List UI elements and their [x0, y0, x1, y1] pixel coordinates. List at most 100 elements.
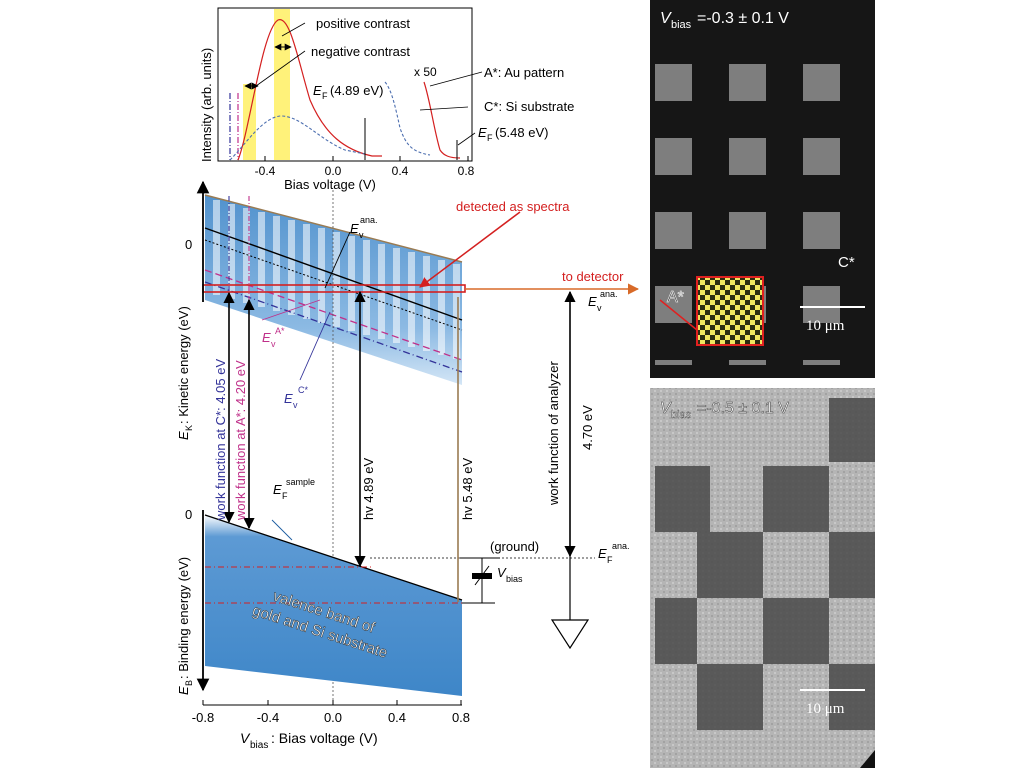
- a-star-leader: [659, 299, 698, 331]
- ef-sample-label: E F sample: [273, 477, 315, 501]
- au-pattern-label: A*: Au pattern: [484, 65, 564, 80]
- a-star-label: A*: [667, 289, 684, 306]
- hv489-label: hv 4.89 eV: [361, 458, 376, 520]
- ev-c-sup: C*: [298, 385, 308, 395]
- main-xtick-2: 0.0: [324, 710, 342, 725]
- ev-ana2-label: E v ana.: [588, 289, 618, 313]
- si-spectrum-curve: [229, 115, 366, 161]
- si-spectrum-x50-curve: [384, 81, 431, 156]
- inset-xtick-2: 0.4: [392, 164, 409, 178]
- ev-ana-line: [204, 227, 463, 321]
- wf-analyzer-label: work function of analyzer: [546, 361, 561, 506]
- vbias-sub: bias: [506, 574, 523, 584]
- inset-ylabel: Intensity (arb. units): [199, 48, 214, 162]
- au-leader: [429, 71, 483, 87]
- ef2-symbol: E: [478, 125, 487, 140]
- inset-xticks: -0.4 0.0 0.4 0.8: [255, 156, 475, 178]
- inset-frame: [217, 7, 473, 162]
- hv548-label: hv 5.48 eV: [460, 458, 475, 520]
- ground-symbol-icon: [550, 619, 590, 650]
- ev-ana-label: E v ana.: [350, 215, 378, 240]
- au-pattern-highlight: [696, 276, 764, 346]
- image-bottom-squares: [655, 398, 875, 730]
- zero-bottom-label: 0: [185, 507, 192, 522]
- upper-edge-line: [204, 194, 463, 263]
- main-xlabel-rest: : Bias voltage (V): [271, 730, 378, 746]
- image-top-checkerboard: [655, 45, 875, 365]
- ef2-sub: F: [487, 133, 493, 143]
- ef-sample-symbol: E: [273, 482, 282, 497]
- image-bottom-corner: [860, 750, 875, 768]
- eb-sub: B: [184, 680, 194, 686]
- ev-ana-sup: ana.: [360, 215, 378, 225]
- image-top-title: V bias =-0.3 ± 0.1 V: [660, 10, 789, 31]
- ground-label: (ground): [490, 539, 539, 554]
- main-xticks: -0.8 -0.4 0.0 0.4 0.8: [192, 700, 470, 725]
- val-470-label: 4.70 eV: [580, 405, 595, 450]
- ef-ana-sup: ana.: [612, 541, 630, 551]
- ek-axis-label: E K : Kinetic energy (eV): [176, 306, 194, 440]
- image-bottom-scale-label: 10 μm: [806, 701, 845, 717]
- main-xtick-4: 0.8: [452, 710, 470, 725]
- ev-c-symbol: E: [284, 391, 293, 406]
- image-top-scale-label: 10 μm: [806, 318, 845, 334]
- main-xlabel: V bias : Bias voltage (V): [240, 730, 378, 751]
- ef1-sub: F: [322, 91, 328, 101]
- ef1-symbol: E: [313, 83, 322, 98]
- wf-a-label: work function at A*: 4.20 eV: [233, 360, 248, 521]
- si-substrate-label: C*: Si substrate: [484, 99, 574, 114]
- main-xtick-3: 0.4: [388, 710, 406, 725]
- image-top-title-sub: bias: [671, 19, 692, 31]
- bias-source-diag: [474, 565, 490, 586]
- vbias-label: V bias: [497, 565, 523, 584]
- image-top-titlebar: [650, 0, 875, 34]
- ev-ana2-sub: v: [597, 303, 602, 313]
- spectra-arrow: [419, 211, 521, 288]
- image-top: V bias =-0.3 ± 0.1 V C* A* 10 μm: [650, 0, 875, 378]
- image-bottom-title-rest: =-0.5 ± 0.1 V: [697, 400, 789, 417]
- eb-rest: : Binding energy (eV): [176, 557, 191, 679]
- image-bottom: V bias =-0.5 ± 0.1 V 10 μm: [650, 388, 875, 768]
- ev-ana2-sup: ana.: [600, 289, 618, 299]
- main-xtick-0: -0.8: [192, 710, 214, 725]
- wf-c-label: work function at C*: 4.05 eV: [213, 359, 228, 521]
- zero-top-label: 0: [185, 237, 192, 252]
- inset-xlabel: Bias voltage (V): [284, 177, 376, 192]
- detected-as-spectra-label: detected as spectra: [456, 199, 570, 214]
- ef2-value: (5.48 eV): [495, 125, 548, 140]
- si-leader: [419, 106, 469, 111]
- ek-sub: K: [184, 425, 194, 431]
- ef2-leader: [457, 132, 476, 146]
- ek-symbol: E: [176, 431, 191, 440]
- ev-ana2-symbol: E: [588, 294, 597, 309]
- inset-xtick-0: -0.4: [255, 164, 276, 178]
- main-xlabel-sub: bias: [250, 740, 268, 751]
- ev-c-label: E v C*: [284, 385, 308, 410]
- positive-contrast-label: positive contrast: [316, 16, 410, 31]
- ev-a-sup: A*: [275, 326, 285, 336]
- image-bottom-title-v: V: [660, 400, 672, 417]
- image-top-title-rest: =-0.3 ± 0.1 V: [697, 10, 789, 27]
- ev-ana-symbol: E: [350, 221, 359, 236]
- ev-a-sub: v: [271, 339, 276, 349]
- ev-c-line: [204, 281, 463, 373]
- ef-sample-leader: [271, 519, 293, 541]
- inset-spectra: positive contrast negative contrast E F …: [199, 7, 574, 192]
- positive-leader: [281, 22, 306, 37]
- au-spectrum-x50-curve: [423, 81, 461, 159]
- inset-xtick-1: 0.0: [325, 164, 342, 178]
- vbias-symbol: V: [497, 565, 507, 580]
- c-star-label: C*: [838, 254, 855, 271]
- eb-axis-label: E B : Binding energy (eV): [176, 557, 194, 695]
- image-bottom-title-sub: bias: [671, 409, 692, 421]
- negative-leader: [255, 50, 306, 87]
- image-top-title-v: V: [660, 10, 672, 27]
- main-xlabel-v: V: [240, 730, 251, 746]
- main-xtick-1: -0.4: [257, 710, 279, 725]
- negative-contrast-label: negative contrast: [311, 44, 410, 59]
- ev-ana-sub: v: [359, 230, 364, 240]
- ek-rest: : Kinetic energy (eV): [176, 306, 191, 424]
- x50-label: x 50: [414, 65, 437, 79]
- valence-band: [205, 515, 462, 696]
